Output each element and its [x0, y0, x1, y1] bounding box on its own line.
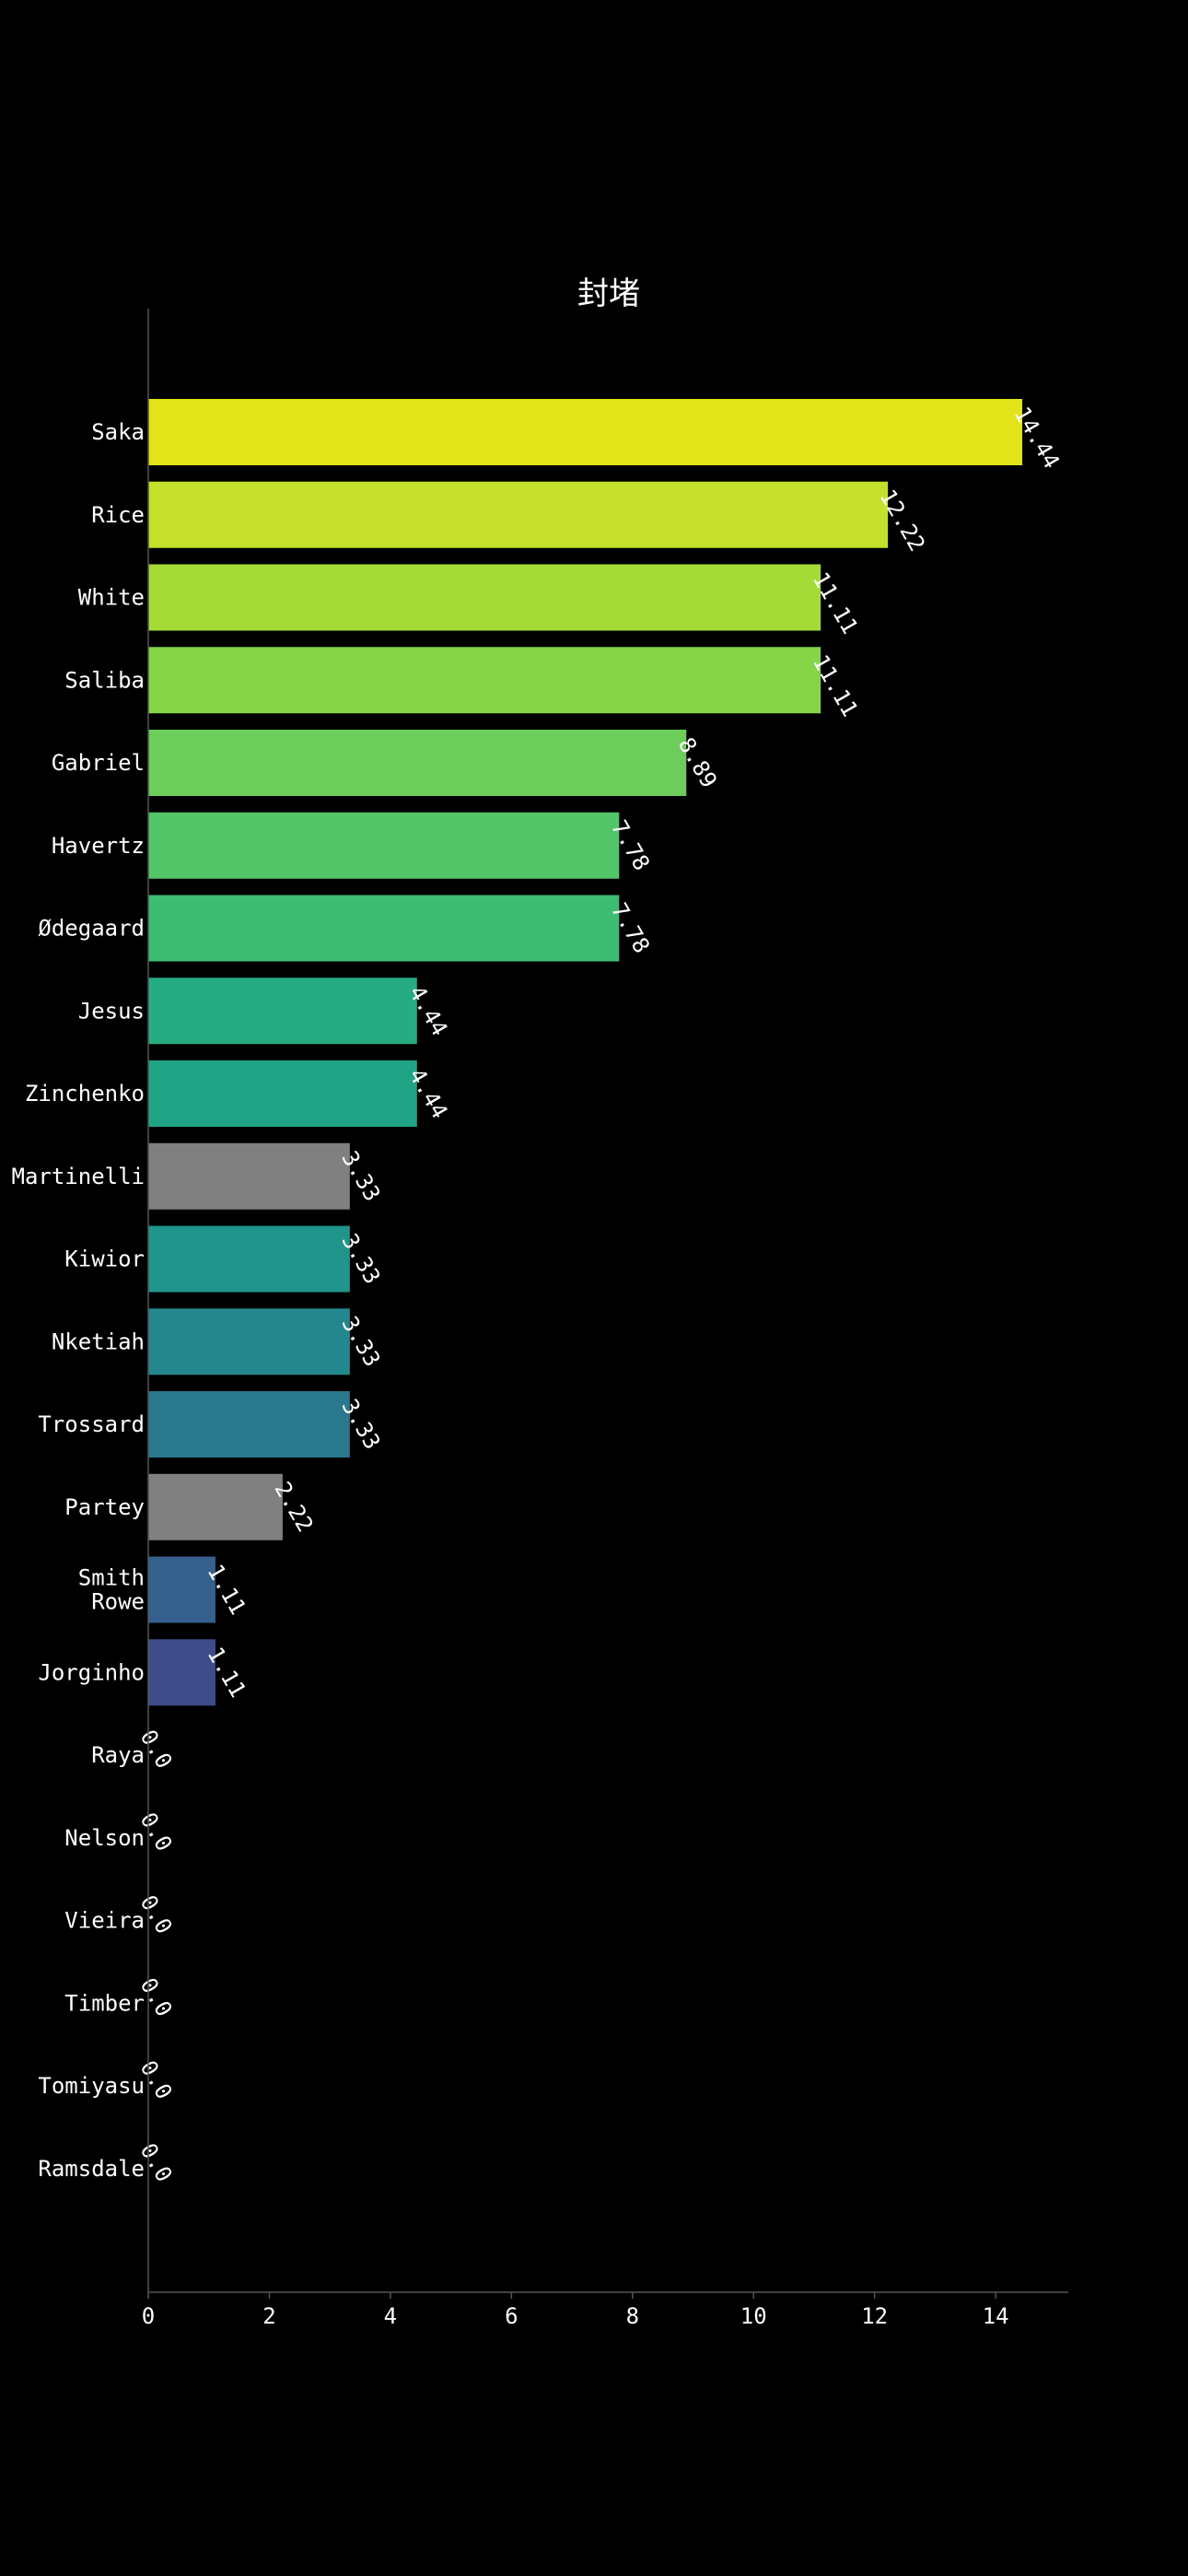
x-tick-label-14: 14 [983, 2303, 1009, 2329]
category-label-tomiyasu: Tomiyasu [38, 2073, 145, 2099]
chart-title: 封堵 [577, 275, 640, 312]
bar-white [148, 564, 821, 631]
category-label-timber: Timber [64, 1990, 145, 2016]
axes-layer [147, 309, 1068, 2293]
category-label-gabriel: Gabriel [52, 750, 145, 776]
bar-odegaard [148, 895, 620, 962]
bar-havertz [148, 812, 620, 879]
category-labels-layer: Saka Rice White Saliba Gabriel Havertz Ødegaar… [12, 419, 146, 2182]
category-label-nelson: Nelson [64, 1825, 145, 1851]
category-label-rice: Rice [91, 502, 145, 528]
x-tick-label-6: 6 [505, 2303, 518, 2329]
x-tick-label-4: 4 [384, 2303, 397, 2329]
bar-gabriel [148, 730, 687, 796]
category-label-trossard: Trossard [38, 1411, 145, 1437]
bar-smith-rowe [148, 1556, 215, 1623]
category-label-havertz: Havertz [52, 833, 145, 859]
bar-jorginho [148, 1639, 215, 1706]
bar-nketiah [148, 1308, 350, 1376]
category-label-white: White [78, 585, 145, 611]
category-label-partey: Partey [64, 1494, 145, 1520]
bar-saka [148, 399, 1023, 465]
bar-saliba [148, 647, 821, 714]
x-tick-label-10: 10 [740, 2303, 767, 2329]
bar-partey [148, 1473, 283, 1540]
bars-layer [148, 399, 1023, 1706]
bar-martinelli [148, 1142, 350, 1210]
category-label-saka: Saka [91, 419, 145, 445]
bar-zinchenko [148, 1060, 417, 1127]
category-label-nketiah: Nketiah [52, 1329, 145, 1354]
category-label-saliba: Saliba [64, 667, 145, 693]
bar-kiwior [148, 1225, 350, 1293]
category-label-zinchenko: Zinchenko [25, 1081, 145, 1107]
category-label-jorginho: Jorginho [38, 1659, 145, 1685]
x-tick-label-0: 0 [142, 2303, 155, 2329]
x-tick-label-8: 8 [626, 2303, 639, 2329]
category-label-odegaard: Ødegaard [38, 916, 145, 942]
bar-jesus [148, 978, 417, 1045]
category-label-martinelli: Martinelli [12, 1164, 146, 1189]
category-label-vieira: Vieira [64, 1908, 145, 1934]
category-label-kiwior: Kiwior [64, 1247, 145, 1272]
category-label-ramsdale: Ramsdale [38, 2156, 145, 2182]
category-label-raya: Raya [91, 1742, 145, 1768]
x-tick-label-2: 2 [262, 2303, 275, 2329]
x-tick-label-12: 12 [861, 2303, 888, 2329]
category-label-smith-rowe: Smith Rowe [78, 1565, 145, 1615]
x-ticks-layer: 0 2 4 6 8 10 12 14 [142, 2292, 1009, 2329]
category-label-jesus: Jesus [78, 998, 145, 1024]
bar-rice [148, 481, 889, 548]
bar-trossard [148, 1391, 350, 1458]
